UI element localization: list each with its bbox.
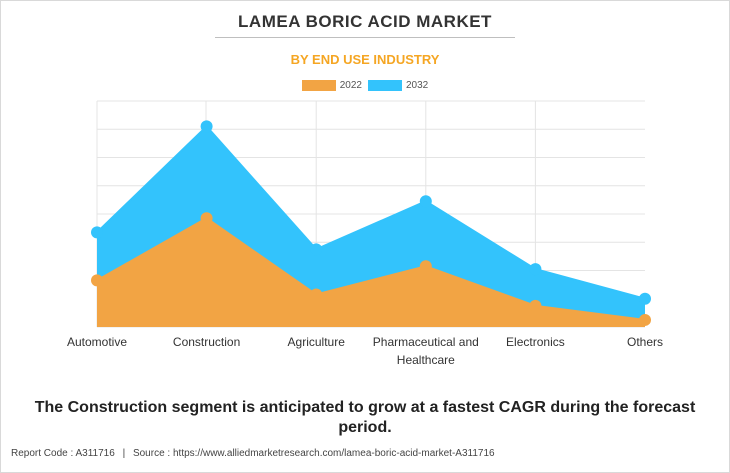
x-tick-label: Electronics [506, 335, 565, 349]
legend-swatch-2022 [301, 80, 336, 91]
source-link[interactable]: Source : https://www.alliedmarketresearc… [132, 448, 495, 459]
line-series-2032 [96, 124, 646, 300]
point-2022-2 [200, 212, 213, 225]
x-tick-label-line: Construction [173, 335, 240, 349]
x-tick-label: Pharmaceutical and Healthcare [373, 335, 479, 367]
x-tick-label: Agriculture [288, 335, 346, 349]
legend-item-2032[interactable]: 2032 [368, 80, 428, 91]
chart-legend: 2022 2032 [0, 80, 730, 91]
report-code: Report Code : A311716 [11, 448, 115, 459]
x-tick-label: Automotive [67, 335, 127, 349]
point-2022-5 [529, 299, 542, 312]
chart-subtitle: BY END USE INDUSTRY [290, 52, 440, 67]
x-tick-label-line: Pharmaceutical and [373, 335, 479, 349]
x-tick-label-line: Agriculture [288, 335, 346, 349]
legend-swatch-2032 [368, 80, 402, 91]
point-2032-6 [639, 292, 651, 305]
chart-caption: The Construction segment is anticipated … [34, 399, 696, 436]
point-2032-3 [310, 243, 323, 256]
area-series-2022 [97, 218, 645, 327]
x-tick-label-line: Electronics [506, 335, 565, 349]
footer-separator: | [122, 448, 126, 459]
legend-item-2022[interactable]: 2022 [301, 80, 362, 91]
line-series-2022 [96, 217, 646, 321]
legend-label-2022: 2022 [339, 80, 362, 91]
point-2022-3 [310, 288, 323, 301]
point-2022-1 [91, 274, 103, 287]
x-tick-label-line: Automotive [67, 335, 127, 349]
legend-label-2032: 2032 [406, 80, 429, 91]
x-tick-label: Construction [173, 335, 240, 349]
point-2032-1 [91, 226, 103, 239]
x-tick-label: Others [627, 335, 663, 349]
x-tick-label-line: Others [627, 335, 663, 349]
footer: Report Code : A311716 | Source : https:/… [11, 448, 495, 459]
chart-title: LAMEA BORIC ACID MARKET [238, 12, 492, 31]
x-tick-label-line: Healthcare [397, 353, 455, 367]
point-2022-6 [639, 313, 651, 326]
title-divider [215, 37, 515, 38]
point-2022-4 [419, 260, 432, 273]
point-2032-2 [200, 120, 213, 133]
point-2032-4 [419, 195, 432, 208]
point-2032-5 [529, 263, 542, 276]
